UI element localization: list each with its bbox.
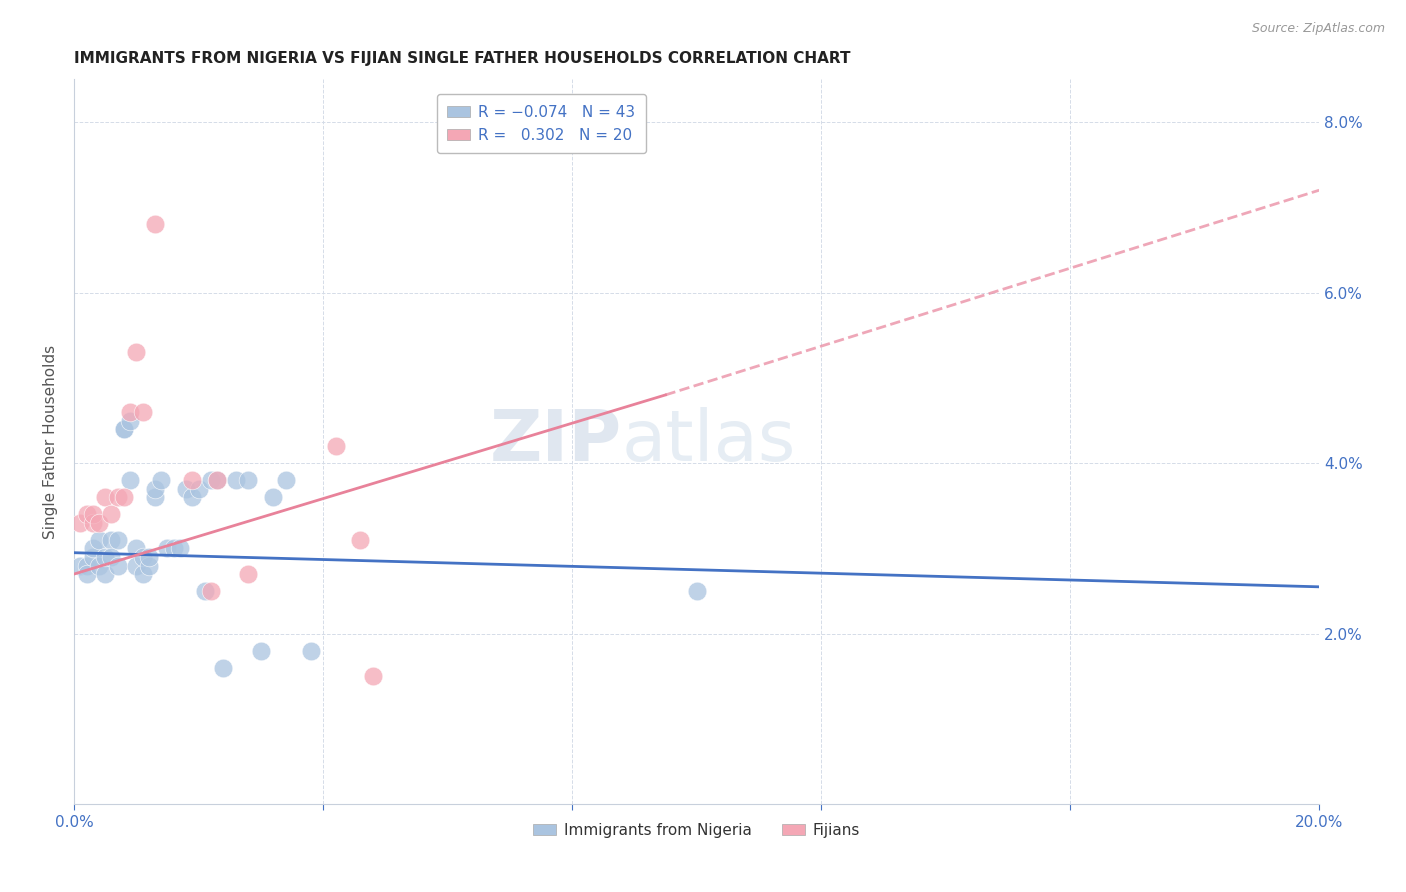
- Point: [138, 549, 160, 564]
- Point: [69, 516, 91, 530]
- Legend: Immigrants from Nigeria, Fijians: Immigrants from Nigeria, Fijians: [527, 816, 866, 844]
- Point: [94, 549, 117, 564]
- Point: [685, 584, 707, 599]
- Point: [225, 473, 247, 487]
- Point: [143, 482, 166, 496]
- Point: [238, 473, 260, 487]
- Point: [76, 558, 98, 573]
- Point: [299, 644, 322, 658]
- Point: [120, 405, 142, 419]
- Point: [156, 541, 179, 556]
- Point: [325, 439, 347, 453]
- Point: [107, 558, 129, 573]
- Point: [361, 669, 384, 683]
- Point: [169, 541, 191, 556]
- Point: [212, 661, 235, 675]
- Point: [250, 644, 273, 658]
- Point: [274, 473, 297, 487]
- Point: [82, 541, 104, 556]
- Point: [82, 508, 104, 522]
- Point: [107, 533, 129, 547]
- Point: [262, 490, 284, 504]
- Text: IMMIGRANTS FROM NIGERIA VS FIJIAN SINGLE FATHER HOUSEHOLDS CORRELATION CHART: IMMIGRANTS FROM NIGERIA VS FIJIAN SINGLE…: [75, 51, 851, 66]
- Point: [87, 558, 110, 573]
- Text: atlas: atlas: [621, 408, 796, 476]
- Point: [76, 567, 98, 582]
- Point: [150, 473, 173, 487]
- Point: [94, 567, 117, 582]
- Point: [120, 473, 142, 487]
- Point: [138, 558, 160, 573]
- Point: [87, 516, 110, 530]
- Point: [174, 482, 197, 496]
- Point: [120, 413, 142, 427]
- Text: ZIP: ZIP: [489, 408, 621, 476]
- Point: [131, 549, 153, 564]
- Point: [82, 516, 104, 530]
- Point: [194, 584, 217, 599]
- Point: [112, 422, 135, 436]
- Point: [131, 567, 153, 582]
- Point: [76, 508, 98, 522]
- Text: Source: ZipAtlas.com: Source: ZipAtlas.com: [1251, 22, 1385, 36]
- Point: [82, 549, 104, 564]
- Point: [87, 533, 110, 547]
- Point: [187, 482, 209, 496]
- Point: [200, 473, 222, 487]
- Point: [131, 405, 153, 419]
- Point: [143, 218, 166, 232]
- Point: [100, 533, 122, 547]
- Point: [125, 541, 148, 556]
- Point: [181, 473, 204, 487]
- Point: [238, 567, 260, 582]
- Point: [200, 584, 222, 599]
- Point: [112, 422, 135, 436]
- Point: [349, 533, 371, 547]
- Point: [69, 558, 91, 573]
- Point: [181, 490, 204, 504]
- Point: [125, 345, 148, 359]
- Point: [125, 558, 148, 573]
- Point: [207, 473, 229, 487]
- Point: [143, 490, 166, 504]
- Point: [94, 490, 117, 504]
- Y-axis label: Single Father Households: Single Father Households: [44, 345, 58, 539]
- Point: [112, 490, 135, 504]
- Point: [163, 541, 186, 556]
- Point: [207, 473, 229, 487]
- Point: [107, 490, 129, 504]
- Point: [100, 508, 122, 522]
- Point: [100, 549, 122, 564]
